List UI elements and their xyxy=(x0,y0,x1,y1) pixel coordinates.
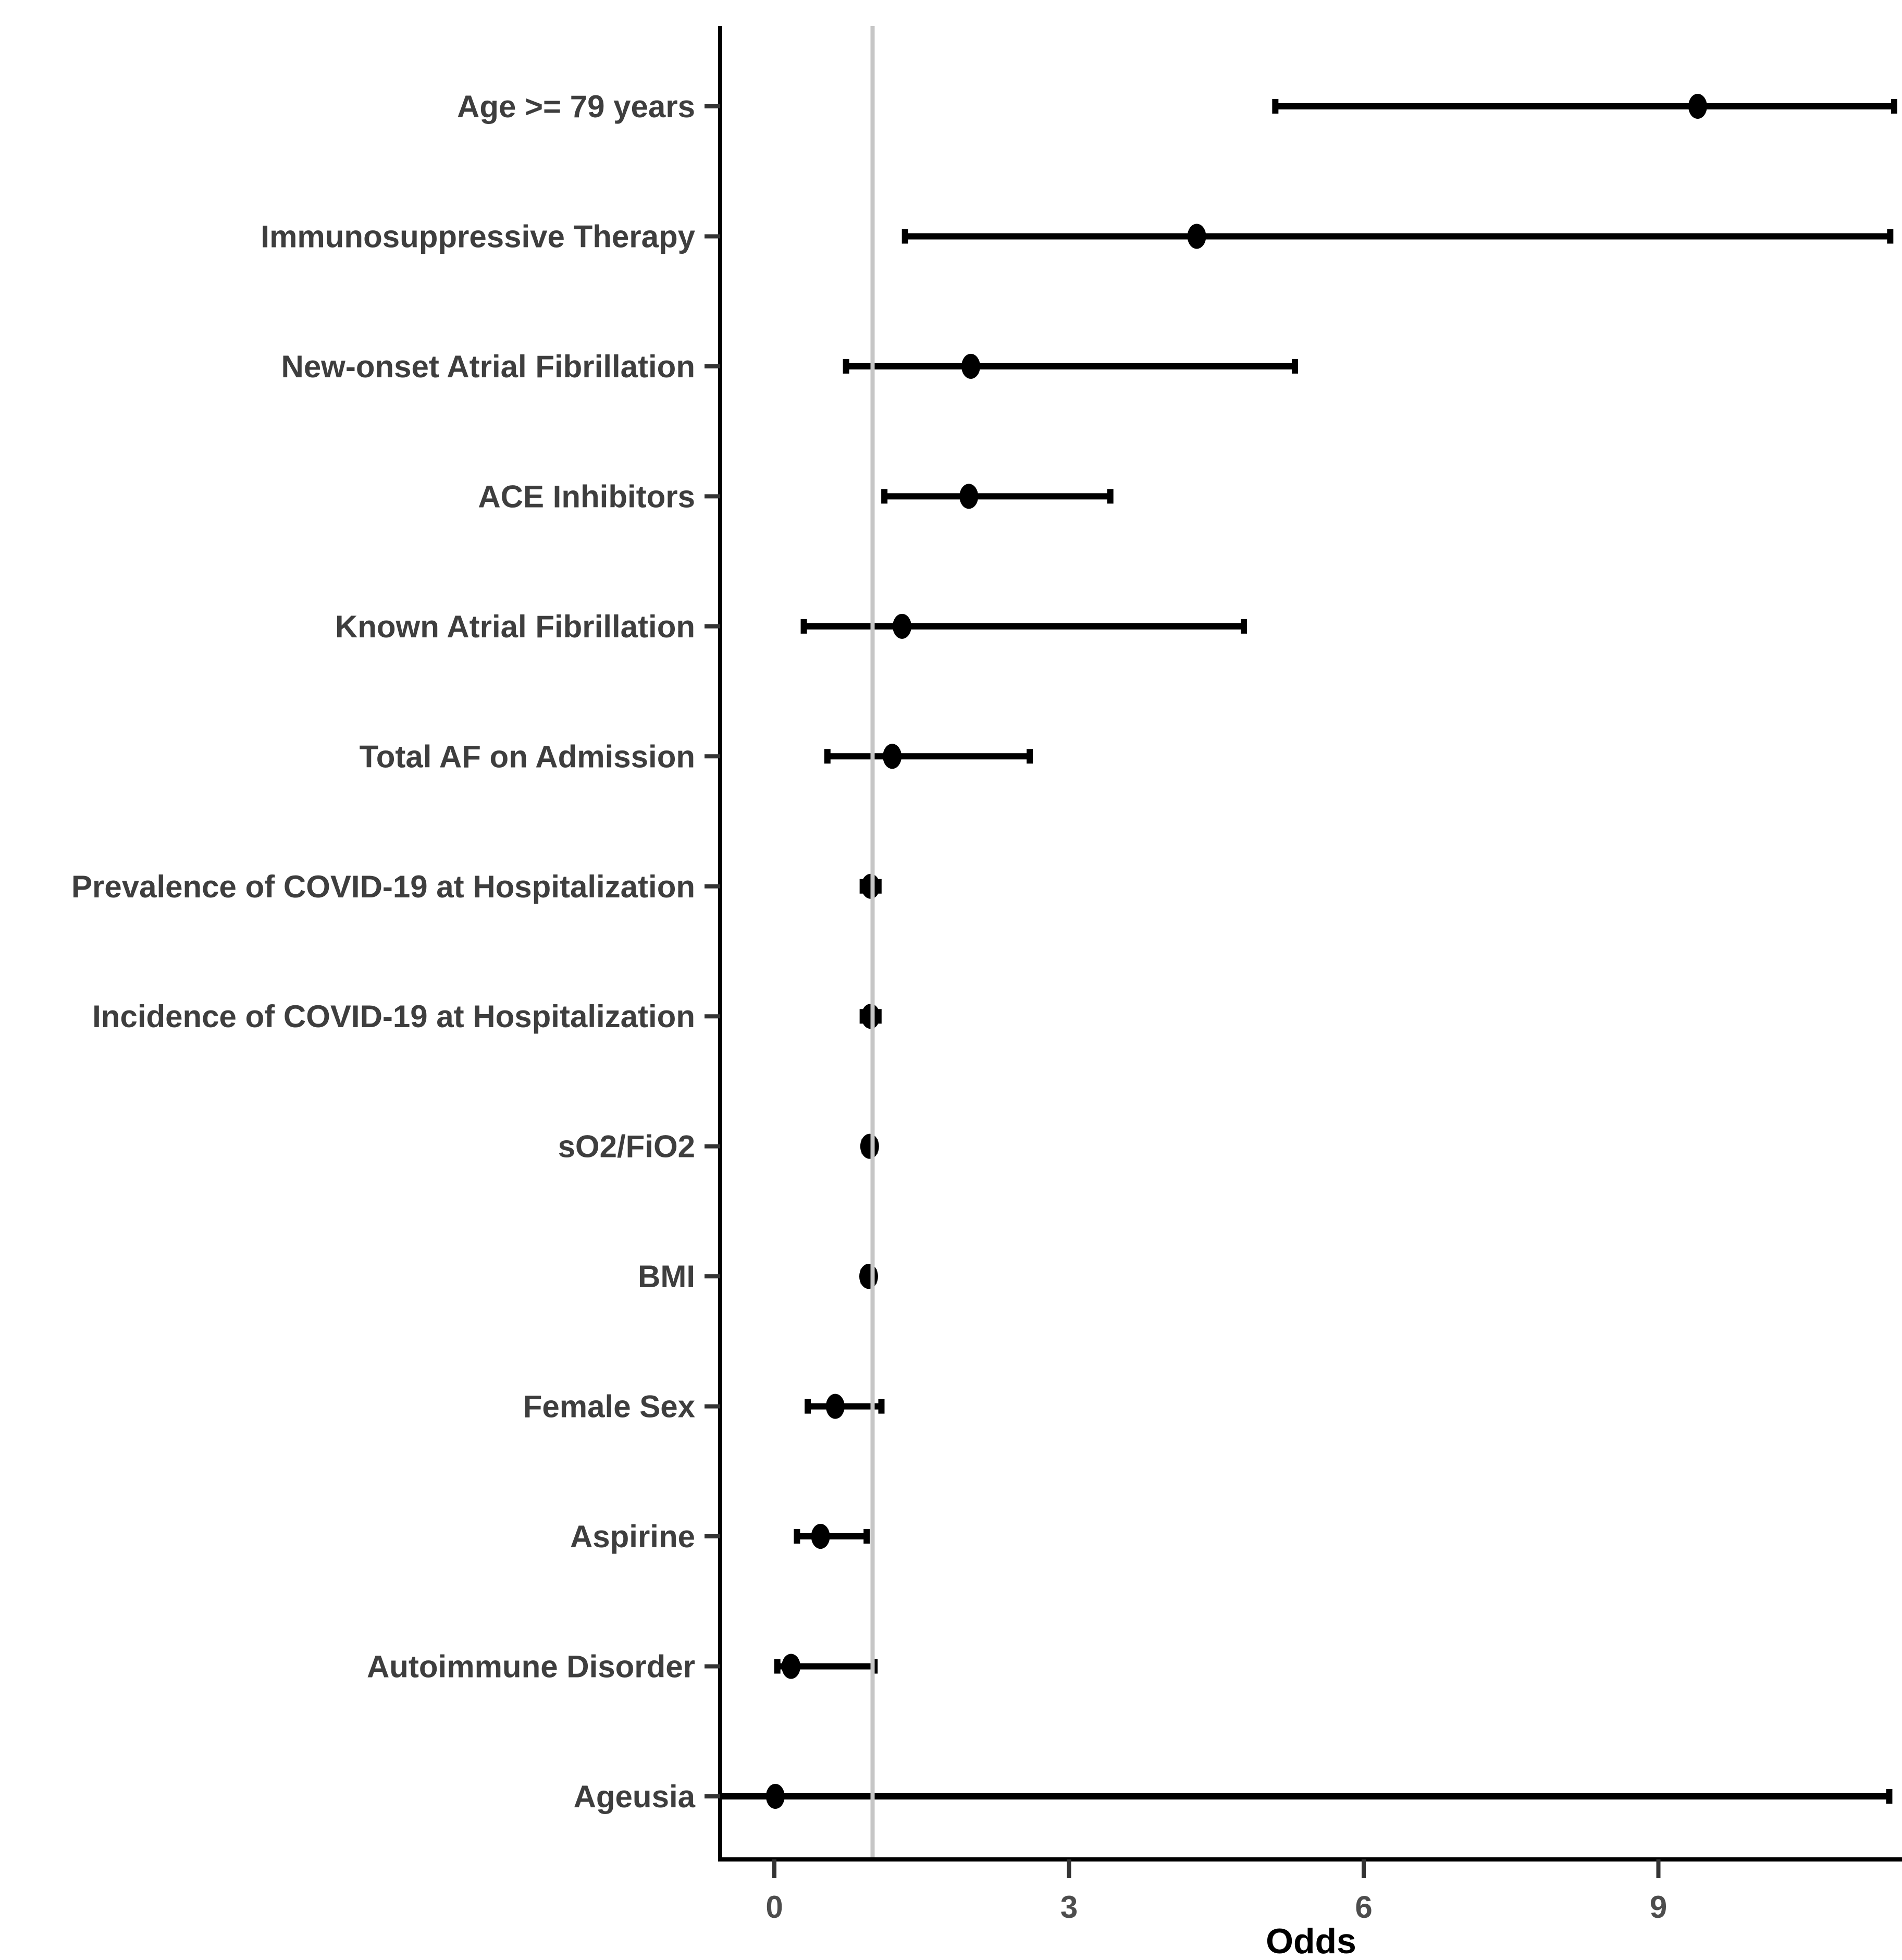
x-tick-label: 3 xyxy=(1060,1890,1078,1925)
point-estimate xyxy=(859,1264,878,1289)
row-label: BMI xyxy=(638,1259,695,1294)
point-estimate xyxy=(961,353,980,379)
point-estimate xyxy=(811,1524,830,1549)
row-label: Ageusia xyxy=(574,1779,696,1814)
point-estimate xyxy=(1688,94,1707,119)
row-label: ACE Inhibitors xyxy=(478,479,695,514)
row-label: Female Sex xyxy=(523,1389,695,1424)
row-label: New-onset Atrial Fibrillation xyxy=(281,349,695,384)
point-estimate xyxy=(782,1654,801,1679)
x-tick-label: 0 xyxy=(765,1890,783,1925)
point-estimate xyxy=(860,1133,879,1159)
x-tick-label: 9 xyxy=(1650,1890,1667,1925)
row-label: Autoimmune Disorder xyxy=(367,1649,695,1684)
row-label: Prevalence of COVID-19 at Hospitalizatio… xyxy=(71,869,695,904)
point-estimate xyxy=(825,1394,845,1419)
row-label: Age >= 79 years xyxy=(457,89,695,124)
row-label: Incidence of COVID-19 at Hospitalization xyxy=(92,999,695,1034)
row-label: sO2/FiO2 xyxy=(558,1129,695,1164)
x-tick-label: 6 xyxy=(1355,1890,1372,1925)
error-bars-layer xyxy=(722,99,1897,1804)
point-estimate xyxy=(893,613,912,639)
labels-layer: 0 3 6 9 Age >= 79 years Immunosuppressive The… xyxy=(71,89,1667,1925)
point-estimate xyxy=(765,1783,785,1809)
row-label: Known Atrial Fibrillation xyxy=(335,609,695,644)
row-label: Total AF on Admission xyxy=(360,739,695,774)
x-axis-title: Odds xyxy=(1266,1921,1356,1960)
point-estimate xyxy=(1187,224,1206,249)
row-label: Immunosuppressive Therapy xyxy=(261,219,695,254)
row-label: Aspirine xyxy=(570,1519,695,1554)
point-estimate xyxy=(883,744,902,769)
point-estimate xyxy=(959,484,979,509)
axes-layer xyxy=(705,26,1902,1878)
points-layer xyxy=(765,94,1707,1809)
